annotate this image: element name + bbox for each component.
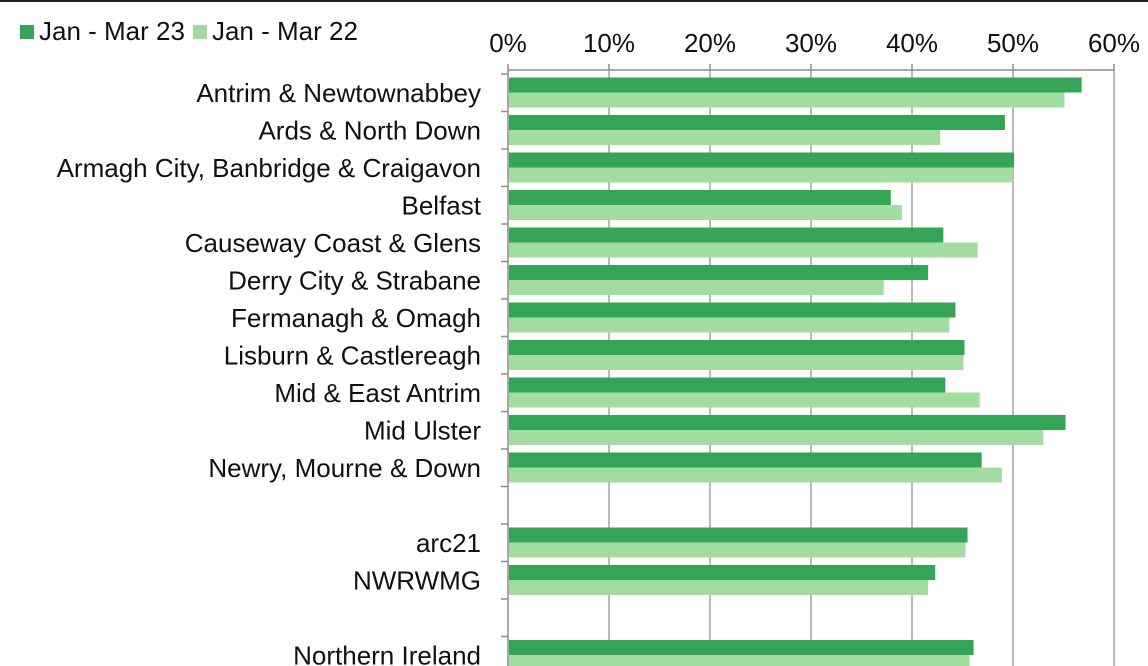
legend-swatch-jan-mar-22 xyxy=(192,24,207,39)
category-label: Newry, Mourne & Down xyxy=(208,453,481,483)
bar-jan-mar-23 xyxy=(509,377,946,393)
bar-jan-mar-23 xyxy=(509,227,944,243)
bar-jan-mar-22 xyxy=(509,467,1002,483)
bar-jan-mar-23 xyxy=(509,415,1066,430)
bar-jan-mar-22 xyxy=(509,430,1044,445)
category-label: Mid & East Antrim xyxy=(274,378,481,408)
category-label: Antrim & Newtownabbey xyxy=(196,78,481,108)
x-tick-label-40: 40% xyxy=(886,28,938,58)
bar-jan-mar-23 xyxy=(509,77,1082,93)
bar-jan-mar-22 xyxy=(509,580,929,595)
category-label: NWRWMG xyxy=(353,566,481,596)
bar-jan-mar-23 xyxy=(509,152,1015,168)
bar-jan-mar-23 xyxy=(509,640,974,655)
bar-jan-mar-23 xyxy=(509,265,929,280)
bar-jan-mar-22 xyxy=(509,542,966,558)
legend-item-jan-mar-23: Jan - Mar 23 xyxy=(20,16,185,47)
bar-jan-mar-22 xyxy=(509,242,978,258)
category-label: arc21 xyxy=(416,528,481,558)
bar-jan-mar-22 xyxy=(509,355,964,370)
x-tick-label-30: 30% xyxy=(785,28,837,58)
category-label: Mid Ulster xyxy=(364,416,481,446)
bar-jan-mar-23 xyxy=(509,565,936,580)
x-tick-label-10: 10% xyxy=(583,28,635,58)
category-label: Ards & North Down xyxy=(258,116,481,146)
category-label: Armagh City, Banbridge & Craigavon xyxy=(57,153,481,183)
bar-jan-mar-22 xyxy=(509,205,902,220)
bar-jan-mar-23 xyxy=(509,452,982,468)
bar-jan-mar-22 xyxy=(509,655,970,666)
bar-jan-mar-22 xyxy=(509,167,1013,183)
legend-swatch-jan-mar-23 xyxy=(20,24,34,39)
bar-jan-mar-22 xyxy=(509,130,941,145)
bar-jan-mar-23 xyxy=(509,302,956,318)
bar-jan-mar-22 xyxy=(509,392,980,408)
category-label: Derry City & Strabane xyxy=(228,266,481,296)
category-label: Northern Ireland xyxy=(293,641,481,666)
bar-jan-mar-22 xyxy=(509,317,950,333)
bar-jan-mar-23 xyxy=(509,115,1005,130)
legend-label-jan-mar-22: Jan - Mar 22 xyxy=(211,16,358,46)
category-label: Fermanagh & Omagh xyxy=(231,303,481,333)
bar-jan-mar-23 xyxy=(509,340,965,355)
category-label: Lisburn & Castlereagh xyxy=(224,341,481,371)
x-tick-label-20: 20% xyxy=(684,28,736,58)
x-tick-label-60: 60% xyxy=(1088,28,1140,58)
x-tick-label-0: 0% xyxy=(489,28,527,58)
bar-jan-mar-22 xyxy=(509,280,884,295)
legend: Jan - Mar 23 Jan - Mar 22 xyxy=(20,16,366,47)
legend-label-jan-mar-23: Jan - Mar 23 xyxy=(39,16,185,46)
bar-jan-mar-23 xyxy=(509,527,968,543)
bar-jan-mar-23 xyxy=(509,190,891,205)
category-label: Causeway Coast & Glens xyxy=(185,228,481,258)
x-tick-label-50: 50% xyxy=(987,28,1039,58)
legend-item-jan-mar-22: Jan - Mar 22 xyxy=(192,16,358,47)
bar-jan-mar-22 xyxy=(509,92,1065,108)
category-label: Belfast xyxy=(402,191,482,221)
